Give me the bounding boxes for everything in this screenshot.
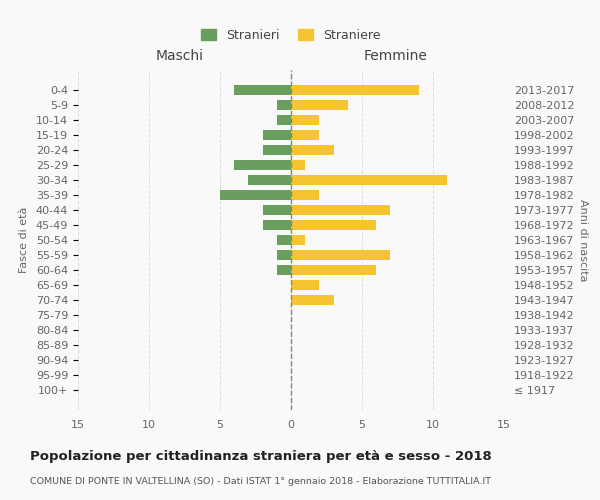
Bar <box>277 116 291 125</box>
Bar <box>291 160 305 170</box>
Bar <box>291 280 319 290</box>
Bar <box>263 220 291 230</box>
Bar <box>248 176 291 185</box>
Text: Popolazione per cittadinanza straniera per età e sesso - 2018: Popolazione per cittadinanza straniera p… <box>30 450 492 463</box>
Legend: Stranieri, Straniere: Stranieri, Straniere <box>201 28 381 42</box>
Bar <box>234 160 291 170</box>
Bar <box>291 190 319 200</box>
Bar <box>277 100 291 110</box>
Bar <box>291 220 376 230</box>
Bar <box>291 116 319 125</box>
Bar <box>220 190 291 200</box>
Bar <box>291 100 348 110</box>
Bar <box>291 265 376 275</box>
Text: Maschi: Maschi <box>156 48 204 62</box>
Bar <box>291 86 419 95</box>
Y-axis label: Anni di nascita: Anni di nascita <box>578 198 589 281</box>
Bar <box>234 86 291 95</box>
Bar <box>263 146 291 155</box>
Bar <box>291 295 334 304</box>
Text: Femmine: Femmine <box>364 48 428 62</box>
Bar <box>291 250 391 260</box>
Bar <box>277 265 291 275</box>
Text: COMUNE DI PONTE IN VALTELLINA (SO) - Dati ISTAT 1° gennaio 2018 - Elaborazione T: COMUNE DI PONTE IN VALTELLINA (SO) - Dat… <box>30 478 491 486</box>
Bar <box>291 146 334 155</box>
Bar <box>291 235 305 245</box>
Bar <box>277 235 291 245</box>
Bar <box>291 130 319 140</box>
Bar <box>263 130 291 140</box>
Bar <box>291 205 391 215</box>
Bar <box>263 205 291 215</box>
Bar <box>277 250 291 260</box>
Bar <box>291 176 447 185</box>
Y-axis label: Fasce di età: Fasce di età <box>19 207 29 273</box>
